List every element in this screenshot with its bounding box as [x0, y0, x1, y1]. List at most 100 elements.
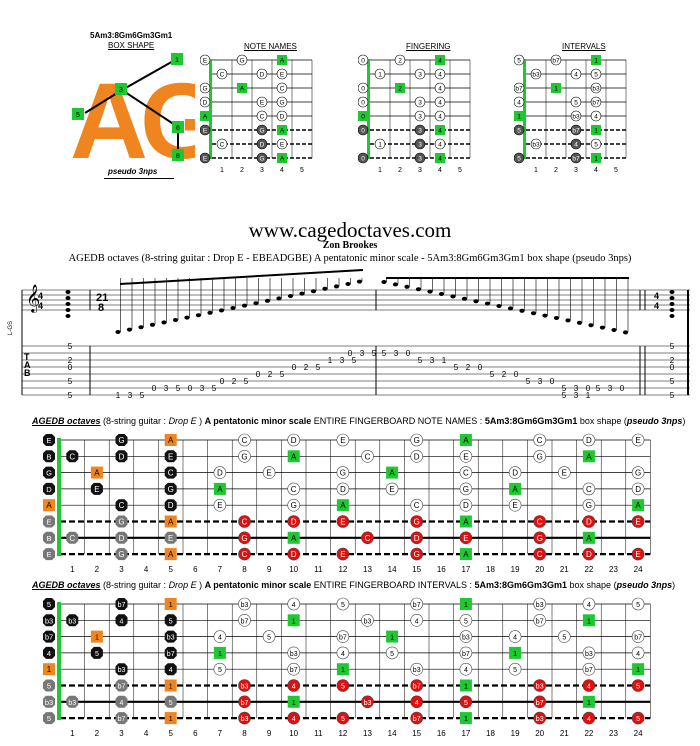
tab-number: 3: [538, 377, 543, 386]
box-note-label: C: [260, 114, 265, 121]
tab-number: 0: [256, 370, 261, 379]
tab-number: 2: [304, 363, 309, 372]
tab-number: 0: [514, 370, 519, 379]
box-note-dot: [590, 110, 602, 122]
note-head: [392, 282, 399, 287]
box-note-dot: [570, 138, 582, 150]
box-note-label: E: [280, 72, 285, 79]
fb-note-label: A: [463, 518, 469, 527]
fb-note-label: D: [168, 501, 174, 510]
fb-note-dot: [631, 711, 645, 725]
fb-note-label: C: [69, 534, 75, 543]
pseudo-underline: [104, 178, 174, 179]
box-note-dot: [256, 138, 268, 150]
tab-number: 5: [418, 356, 423, 365]
fb-note-dot: [631, 466, 645, 479]
box-note-label: A: [280, 156, 285, 163]
box-note-label: 1: [378, 142, 382, 149]
note-head: [65, 314, 71, 318]
fb-note-dot: [631, 597, 645, 611]
fb-note-label: b7: [118, 602, 126, 609]
fb-note-label: 5: [636, 684, 640, 691]
fb-note-label: 5: [95, 651, 99, 658]
fb-box-dot: [66, 614, 79, 627]
fb-note-dot: [582, 547, 596, 561]
time-sig: 4: [654, 291, 659, 301]
fb-note-label: G: [537, 534, 543, 543]
fb-root-marker: [632, 499, 645, 512]
fb2-title-c: Drop E: [168, 580, 197, 590]
tab-number: 5: [670, 377, 675, 386]
note-head: [507, 306, 514, 311]
box-note-label: 1: [594, 128, 598, 135]
fb-note-label: A: [463, 550, 469, 559]
fb-note-dot: [410, 695, 424, 709]
fb-note-label: 4: [292, 602, 296, 609]
fb-note-label: 5: [464, 618, 468, 625]
fb-note-label: b3: [413, 667, 421, 674]
fb-note-label: D: [119, 534, 125, 543]
fb-note-label: 5: [218, 667, 222, 674]
box-note-label: E: [280, 142, 285, 149]
fb-note-dot: [361, 695, 374, 709]
fb-root-marker: [336, 663, 349, 676]
fb-note-dot: [410, 515, 424, 528]
fb-note-label: 1: [464, 602, 468, 609]
fb-note-dot: [336, 433, 350, 447]
box-note-dot: [514, 82, 525, 94]
note-head: [450, 294, 456, 299]
fb-note-dot: [459, 613, 473, 627]
fb-note-label: b3: [462, 635, 470, 642]
fb-note-label: 4: [169, 667, 173, 674]
fb-note-label: E: [340, 518, 345, 527]
box-note-dot: [276, 138, 288, 150]
fb-note-label: G: [241, 534, 247, 543]
tab-number: 2: [268, 370, 273, 379]
fb-note-dot: [508, 498, 522, 512]
fb-open-label: B: [46, 534, 51, 543]
box-note-label: 0: [361, 86, 365, 93]
box-note-dot: [276, 68, 288, 80]
fb-note-label: 4: [218, 635, 222, 642]
fb-fret-number: 10: [289, 565, 298, 574]
box-note-dot: [358, 152, 369, 164]
fb-note-label: b3: [68, 618, 76, 625]
box-note-dot: [514, 124, 525, 136]
fb-fret-number: 2: [95, 729, 100, 738]
box-note-label: 4: [438, 72, 442, 79]
fb-note-dot: [336, 482, 350, 496]
box-note-label: 4: [574, 142, 578, 149]
fb-note-dot: [287, 547, 301, 561]
fb-note-dot: [582, 597, 596, 611]
fb-note-label: C: [242, 436, 248, 445]
fb-fret-number: 7: [218, 565, 223, 574]
fb-root-marker: [459, 712, 472, 725]
fb-box-dot: [90, 482, 103, 495]
box-root-marker: [358, 111, 368, 121]
box-note-dot: [276, 96, 288, 108]
site-url[interactable]: www.cagedoctaves.com: [248, 218, 452, 242]
note-head: [565, 318, 571, 323]
note-head: [404, 284, 410, 289]
box-note-label: 0: [361, 128, 365, 135]
fb-note-label: 5: [636, 716, 640, 723]
box-note-label: 1: [594, 58, 598, 65]
fb-note-label: E: [340, 550, 345, 559]
fb-open-dot: [43, 466, 55, 479]
fb-fret-number: 8: [242, 565, 247, 574]
box-root-marker: [277, 153, 287, 163]
fb-open-dot: [43, 614, 55, 627]
fb-fret-number: 9: [267, 565, 272, 574]
tab-number: 1: [586, 391, 591, 398]
fb-note-dot: [287, 498, 301, 512]
fb-note-label: b7: [585, 667, 593, 674]
fb-root-marker: [632, 663, 645, 676]
fingerboard-note-names: 1 2 3 4 5 6 7 8 9 10 11 12 13 14 15 16 17 18 19 20 21 22 23 24E…: [43, 433, 651, 574]
fb-note-label: b7: [413, 602, 421, 609]
fb-root-marker: [459, 434, 472, 446]
fb-fret-number: 17: [461, 729, 470, 738]
tab-number: 2: [68, 356, 73, 365]
fb-fret-number: 6: [193, 565, 198, 574]
fb-note-label: D: [512, 469, 518, 478]
tab-number: 3: [394, 349, 399, 358]
